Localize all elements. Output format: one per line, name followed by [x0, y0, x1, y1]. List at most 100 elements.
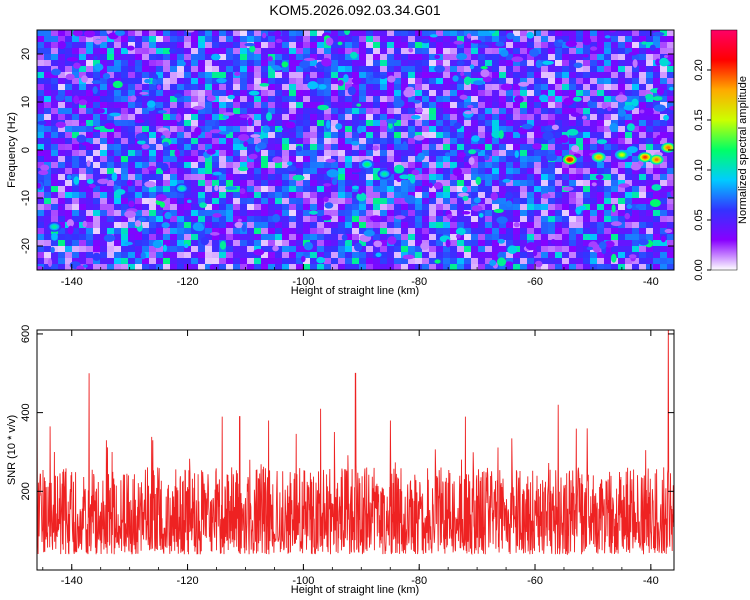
- heatmap-cell: [289, 30, 297, 37]
- heatmap-cell: [254, 102, 262, 109]
- heatmap-cell: [79, 198, 87, 205]
- heatmap-cell: [597, 120, 605, 127]
- heatmap-blob: [307, 81, 319, 90]
- heatmap-cell: [534, 210, 542, 217]
- heatmap-cell: [233, 210, 241, 217]
- heatmap-cell: [534, 72, 542, 79]
- heatmap-cell: [604, 36, 612, 43]
- heatmap-cell: [198, 198, 206, 205]
- heatmap-cell: [415, 162, 423, 169]
- heatmap-cell: [499, 78, 507, 85]
- heatmap-cell: [366, 216, 374, 223]
- heatmap-cell: [485, 108, 493, 115]
- heatmap-blob: [57, 205, 63, 211]
- heatmap-x-axis: -140 -120 -100 -80 -60 -40: [42, 30, 659, 288]
- heatmap-cell: [625, 48, 633, 55]
- heatmap-cell: [233, 36, 241, 43]
- heatmap-cell: [205, 78, 213, 85]
- heatmap-cell: [499, 138, 507, 145]
- heatmap-cell: [625, 216, 633, 223]
- heatmap-blob: [357, 125, 363, 134]
- heatmap-cell: [667, 258, 674, 265]
- heatmap-cell: [359, 120, 367, 127]
- heatmap-cell: [233, 30, 241, 37]
- heatmap-blob: [303, 252, 310, 256]
- heatmap-cell: [632, 192, 640, 199]
- heatmap-cell: [247, 204, 255, 211]
- heatmap-cell: [282, 96, 290, 103]
- heatmap-blob: [82, 264, 88, 268]
- heatmap-cell: [569, 114, 577, 121]
- heatmap-cell: [373, 120, 381, 127]
- heatmap-cell: [240, 150, 248, 157]
- heatmap-cell: [506, 42, 514, 49]
- heatmap-cell: [408, 54, 416, 61]
- heatmap-cell: [380, 222, 388, 229]
- heatmap-cell: [555, 84, 563, 91]
- heatmap-cell: [632, 156, 640, 163]
- heatmap-cell: [44, 36, 52, 43]
- heatmap-blob: [317, 104, 329, 111]
- heatmap-cell: [324, 174, 332, 181]
- heatmap-cell: [618, 240, 626, 247]
- heatmap-cell: [464, 234, 472, 241]
- heatmap-cell: [457, 138, 465, 145]
- heatmap-cell: [366, 120, 374, 127]
- heatmap-cell: [170, 246, 178, 253]
- heatmap-blob: [496, 257, 507, 267]
- heatmap-cell: [268, 228, 276, 235]
- heatmap-blob: [375, 252, 382, 258]
- heatmap-cell: [275, 264, 283, 270]
- heatmap-cell: [380, 132, 388, 139]
- heatmap-cell: [289, 186, 297, 193]
- heatmap-cell: [184, 246, 192, 253]
- heatmap-cell: [163, 264, 171, 270]
- heatmap-cell: [324, 186, 332, 193]
- heatmap-cell: [436, 150, 444, 157]
- heatmap-cell: [443, 78, 451, 85]
- heatmap-cell: [660, 150, 668, 157]
- heatmap-cell: [156, 48, 164, 55]
- heatmap-cell: [72, 126, 80, 133]
- heatmap-cell: [86, 168, 94, 175]
- heatmap-cell: [100, 174, 108, 181]
- heatmap-cell: [261, 150, 269, 157]
- heatmap-cell: [247, 246, 255, 253]
- heatmap-cell: [667, 186, 674, 193]
- heatmap-cell: [51, 42, 59, 49]
- heatmap-cell: [653, 66, 661, 73]
- heatmap-cell: [93, 150, 101, 157]
- heatmap-cell: [618, 138, 626, 145]
- heatmap-cell: [219, 198, 227, 205]
- heatmap-cell: [163, 114, 171, 121]
- heatmap-cell: [604, 90, 612, 97]
- heatmap-blob: [156, 84, 162, 91]
- heatmap-cell: [65, 180, 73, 187]
- heatmap-cell: [653, 36, 661, 43]
- heatmap-cell: [303, 96, 311, 103]
- heatmap-cell: [352, 96, 360, 103]
- heatmap-cell: [450, 36, 458, 43]
- heatmap-blob: [590, 46, 598, 51]
- heatmap-cell: [142, 42, 150, 49]
- heatmap-blob: [152, 240, 163, 249]
- heatmap-cell: [289, 60, 297, 67]
- heatmap-cell: [366, 180, 374, 187]
- heatmap-blob: [550, 238, 556, 245]
- heatmap-cell: [352, 60, 360, 67]
- heatmap-cell: [450, 138, 458, 145]
- heatmap-cell: [114, 162, 122, 169]
- heatmap-cell: [177, 234, 185, 241]
- heatmap-cell: [513, 240, 521, 247]
- heatmap-cell: [450, 150, 458, 157]
- heatmap-cell: [450, 114, 458, 121]
- heatmap-cell: [58, 66, 66, 73]
- heatmap-cell: [471, 90, 479, 97]
- heatmap-cell: [366, 138, 374, 145]
- heatmap-cell: [555, 192, 563, 199]
- heatmap-cell: [520, 42, 528, 49]
- heatmap-cell: [233, 126, 241, 133]
- heatmap-blob: [253, 248, 265, 256]
- heatmap-cell: [436, 156, 444, 163]
